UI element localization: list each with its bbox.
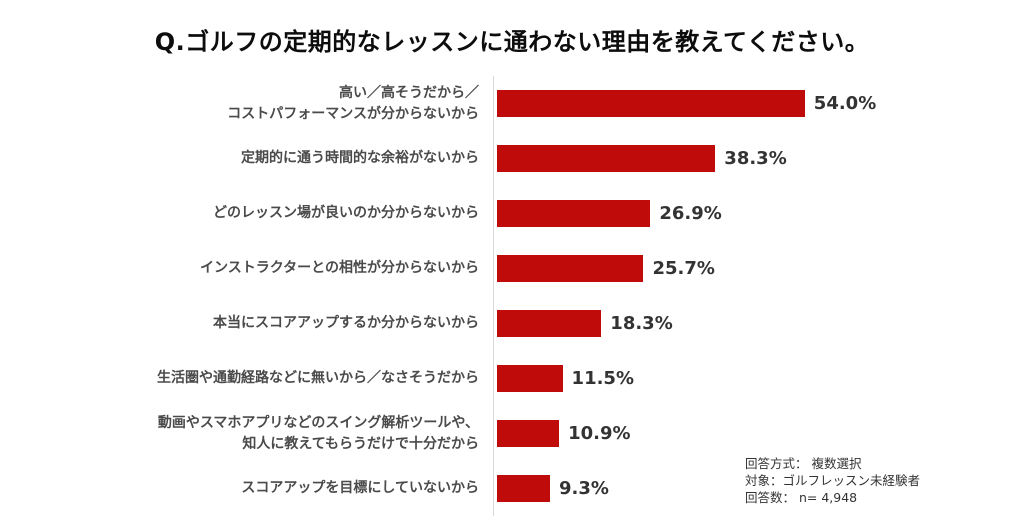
category-label: 本当にスコアアップするか分からないから [213,315,479,332]
bar-row: 高い／高そうだから／ コストパフォーマンスが分からないから 54.0% [0,76,1024,131]
page-title: Q.ゴルフの定期的なレッスンに通わない理由を教えてください。 [154,28,870,56]
value-label: 25.7% [652,258,715,279]
footnote-line: 回答方式： 複数選択 [745,456,862,471]
bar [497,255,644,282]
value-label: 38.3% [724,148,787,169]
category-label: 動画やスマホアプリなどのスイング解析ツールや、 知人に教えてもらうだけで十分だか… [157,415,479,452]
footnote-line: 回答数： n= 4,948 [745,489,858,505]
bar-row: 生活圏や通勤経路などに無いから／なさそうだから 11.5% [0,351,1024,406]
bar [497,310,602,337]
bar-row: 動画やスマホアプリなどのスイング解析ツールや、 知人に教えてもらうだけで十分だか… [0,406,1024,461]
bar-zone: 9.3% [493,461,1024,516]
footnote-line: 対象：ゴルフレッスン未経験者 [745,472,921,488]
value-label: 54.0% [813,93,877,114]
value-label: 18.3% [610,313,673,334]
bar-zone: 11.5% [493,351,1024,406]
bar-row: スコアアップを目標にしていないから 9.3% [0,461,1024,516]
value-label: 10.9% [568,423,631,444]
category-label: どのレッスン場が良いのか分からないから [213,205,479,222]
value-label: 26.9% [659,203,722,224]
bar [497,200,651,227]
bar-zone: 38.3% [493,131,1024,186]
bar-row: 定期的に通う時間的な余裕がないから 38.3% [0,131,1024,186]
bar-zone: 54.0% [493,76,1024,131]
bar-zone: 10.9% [493,406,1024,461]
category-label: 高い／高そうだから／ コストパフォーマンスが分からないから [227,85,479,122]
bar-row: インストラクターとの相性が分からないから 25.7% [0,241,1024,296]
bar-row: どのレッスン場が良いのか分からないから 26.9% [0,186,1024,241]
survey-footnote: 回答方式： 複数選択 対象：ゴルフレッスン未経験者 回答数： n= 4,948 [745,456,920,507]
bar-row: 本当にスコアアップするか分からないから 18.3% [0,296,1024,351]
bar-chart: 高い／高そうだから／ コストパフォーマンスが分からないから 54.0% 定期的に… [0,76,1024,516]
bar-zone: 26.9% [493,186,1024,241]
bar [497,145,716,172]
bar [497,365,563,392]
category-label: 定期的に通う時間的な余裕がないから [241,150,479,167]
bar [497,90,805,117]
bar [497,475,550,502]
bar-zone: 25.7% [493,241,1024,296]
bar-zone: 18.3% [493,296,1024,351]
value-label: 9.3% [559,478,609,499]
category-label: 生活圏や通勤経路などに無いから／なさそうだから [157,370,479,387]
category-label: スコアアップを目標にしていないから [241,480,479,497]
category-label: インストラクターとの相性が分からないから [199,260,479,277]
value-label: 11.5% [571,368,634,389]
bar [497,420,560,447]
